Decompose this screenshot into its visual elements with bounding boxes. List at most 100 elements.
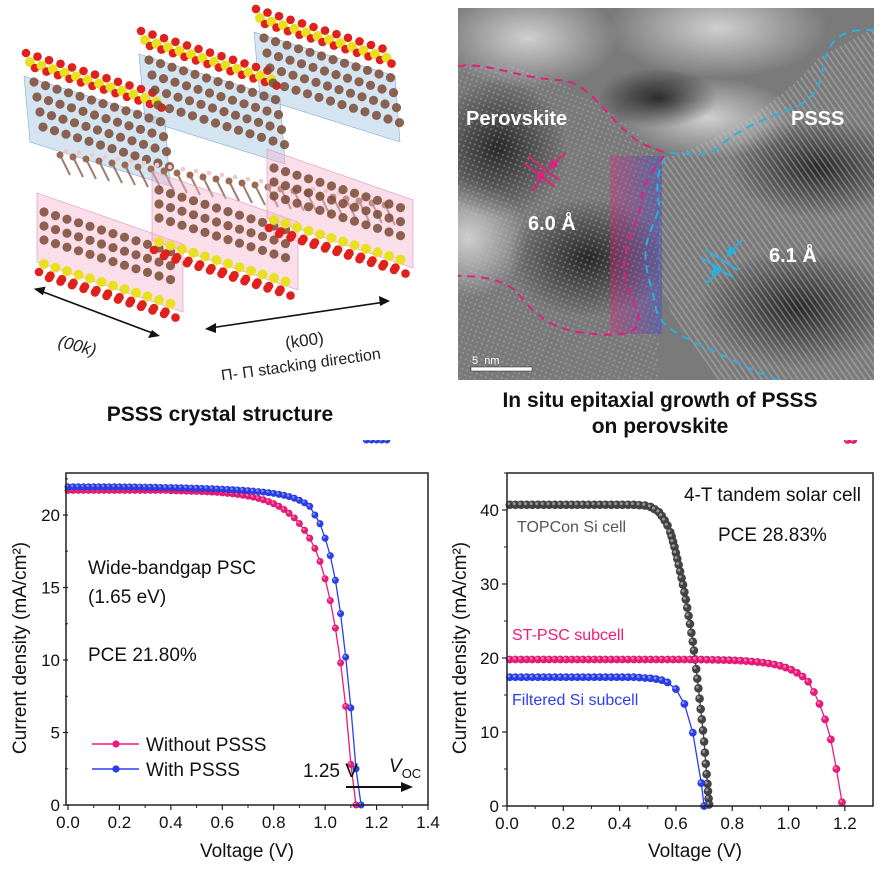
data-point [331,576,340,585]
data-point [316,519,324,528]
data-point [311,544,319,553]
data-point [815,699,824,709]
carbon-atom [303,202,314,212]
carbon-atom [269,191,279,201]
carbon-atom [72,133,83,143]
data-point-highlight [245,488,249,491]
data-point-highlight [322,536,326,539]
data-point [798,672,807,681]
data-point-highlight [783,665,786,668]
label-stacking-direction: Π- Π stacking direction [220,346,382,380]
carbon-atom [158,132,169,142]
sulfur-atom [255,13,265,23]
data-point-highlight [276,492,279,495]
data-point-highlight [546,656,550,660]
data-point-highlight [117,484,120,487]
scale-bar-label: 5 nm [472,355,500,367]
hydrogen-atom [76,150,82,156]
data-point [821,715,830,724]
data-point [682,603,692,613]
carbon-atom [86,95,97,105]
bond [85,158,97,180]
data-point-highlight [569,502,572,506]
carbon-atom [247,87,258,97]
oxygen-atom [161,249,170,258]
data-point-highlight [266,499,269,502]
carbon-atom [95,157,103,165]
data-point-highlight [558,674,561,678]
carbon-atom [109,102,120,112]
hydrogen-atom [323,188,329,194]
carbon-atom [257,245,268,255]
data-point-highlight [704,657,708,660]
carbon-atom [216,92,226,102]
data-point-highlight [132,484,135,488]
data-point-highlight [512,674,516,678]
carbon-atom [223,221,233,231]
carbon-atom [177,206,187,216]
data-point [342,653,350,661]
label-perovskite: Perovskite [466,108,567,130]
oxygen-atom [387,59,396,68]
carbon-atom [196,99,206,109]
data-point-highlight [625,502,629,506]
sulfur-atom [209,56,219,67]
data-point [681,595,691,605]
legend-label-without-psss: Without PSSS [146,735,266,756]
sulfur-atom [94,78,104,89]
sulfur-atom [140,93,150,103]
data-point-highlight [685,613,689,617]
carbon-atom [108,229,118,239]
carbon-atom [227,95,238,105]
x-tick-label: 0.4 [159,813,183,832]
oxygen-atom [90,70,100,79]
data-point-highlight [597,502,601,506]
carbon-atom [131,236,141,246]
oxygen-atom [184,256,193,266]
data-point-highlight [653,656,657,660]
lattice-plane-lower [36,192,184,313]
sulfur-atom [370,49,380,59]
data-point-highlight [670,656,674,660]
oxygen-atom [171,37,180,47]
data-point [685,619,695,629]
data-point-highlight [271,491,274,494]
series-label-st-psc: ST-PSC subcell [512,627,624,644]
data-point-highlight [292,496,295,499]
sulfur-atom [384,251,394,261]
oxygen-atom [378,44,387,53]
oxygen-atom [264,281,274,291]
carbon-atom [257,231,268,241]
data-point-highlight [122,484,125,488]
carbon-atom [357,92,367,102]
carbon-atom [256,132,267,142]
oxygen-atom [46,271,55,280]
data-point-highlight [664,679,668,683]
data-point-highlight [322,576,326,579]
sulfur-atom [347,41,357,52]
data-point-highlight [353,766,357,769]
carbon-atom [308,62,318,72]
carbon-atom [273,110,284,120]
oxygen-atom [79,66,88,76]
carbon-atom [147,70,157,80]
carbon-atom [326,181,337,191]
carbon-atom [154,199,164,209]
oxygen-atom [56,59,65,69]
carbon-atom [101,114,111,124]
data-point-highlight [338,660,341,664]
tem-caption-line-1: In situ epitaxial growth of PSSS [502,389,818,412]
carbon-atom [292,198,302,208]
hydrogen-atom [219,172,225,178]
data-point-highlight [535,502,539,506]
data-point [321,534,329,542]
carbon-atom [302,89,313,99]
bond [137,166,149,188]
data-point-highlight [250,488,254,492]
data-point [331,624,340,632]
data-point-highlight [591,502,595,506]
axis-arrow-k00 [205,296,390,333]
data-point-highlight [614,502,617,506]
data-point-highlight [184,485,187,489]
voc-label-annotation: VOC [389,756,421,781]
